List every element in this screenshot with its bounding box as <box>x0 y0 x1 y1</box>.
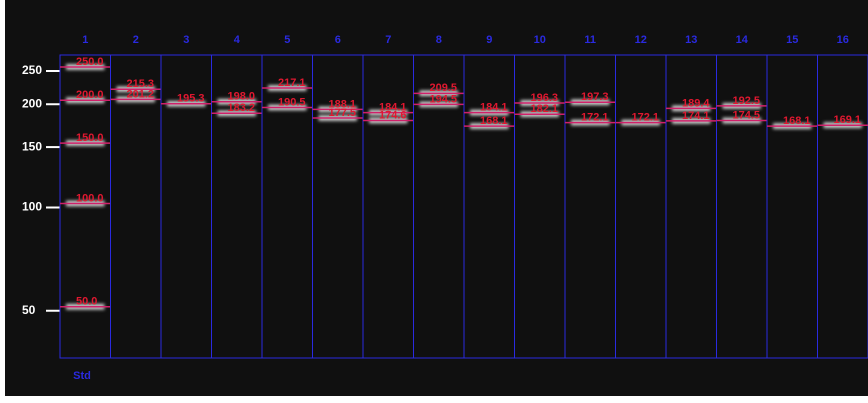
band-label: 168.1 <box>480 115 508 127</box>
lane-number: 13 <box>685 34 697 46</box>
band-label: 201.2 <box>127 88 155 100</box>
lane-number: 7 <box>385 34 391 46</box>
band-label: 200.0 <box>76 89 104 101</box>
band-label: 172.1 <box>581 112 609 124</box>
lane-number: 1 <box>82 34 88 46</box>
band-label: 189.4 <box>682 97 710 109</box>
band-label: 177.5 <box>329 107 357 119</box>
axis-label: 250 <box>22 63 42 77</box>
lane-number: 5 <box>284 34 290 46</box>
gel-background <box>5 0 868 396</box>
axis-label: 50 <box>22 303 36 317</box>
band-label: 168.1 <box>783 115 811 127</box>
lane-number: 4 <box>234 34 241 46</box>
band-label: 50.0 <box>76 296 97 308</box>
lane-number: 6 <box>335 34 341 46</box>
lane-number: 9 <box>486 34 492 46</box>
band-label: 174.6 <box>379 109 407 121</box>
lane-number: 15 <box>786 34 798 46</box>
band-label: 194.5 <box>430 93 458 105</box>
band-label: 174.5 <box>733 109 761 121</box>
band-label: 197.3 <box>581 91 609 103</box>
band-label: 190.5 <box>278 96 306 108</box>
axis-label: 200 <box>22 96 42 110</box>
band-label: 169.1 <box>834 114 862 126</box>
std-label: Std <box>73 370 91 382</box>
lane-number: 10 <box>534 34 546 46</box>
band-label: 174.1 <box>682 110 710 122</box>
band-label: 192.5 <box>733 95 761 107</box>
band-label: 182.1 <box>531 103 559 115</box>
lane-number: 16 <box>837 34 849 46</box>
gel-image: Std 250200150100501250.0200.0150.0100.05… <box>0 0 868 403</box>
lane-number: 8 <box>436 34 442 46</box>
band-label: 172.1 <box>632 112 660 124</box>
lane-number: 14 <box>736 34 749 46</box>
band-label: 150.0 <box>76 132 104 144</box>
lane-number: 3 <box>183 34 189 46</box>
band-label: 250.0 <box>76 56 104 68</box>
lane-number: 2 <box>133 34 139 46</box>
lane-number: 12 <box>635 34 647 46</box>
axis-label: 150 <box>22 139 42 153</box>
band-label: 217.1 <box>278 77 306 89</box>
band-label: 195.3 <box>177 93 205 105</box>
band-label: 198.0 <box>228 91 256 103</box>
lane-number: 11 <box>584 34 596 46</box>
band-label: 100.0 <box>76 192 104 204</box>
band-label: 183.2 <box>228 102 256 114</box>
band-label: 184.1 <box>480 101 508 113</box>
axis-label: 100 <box>22 200 42 214</box>
